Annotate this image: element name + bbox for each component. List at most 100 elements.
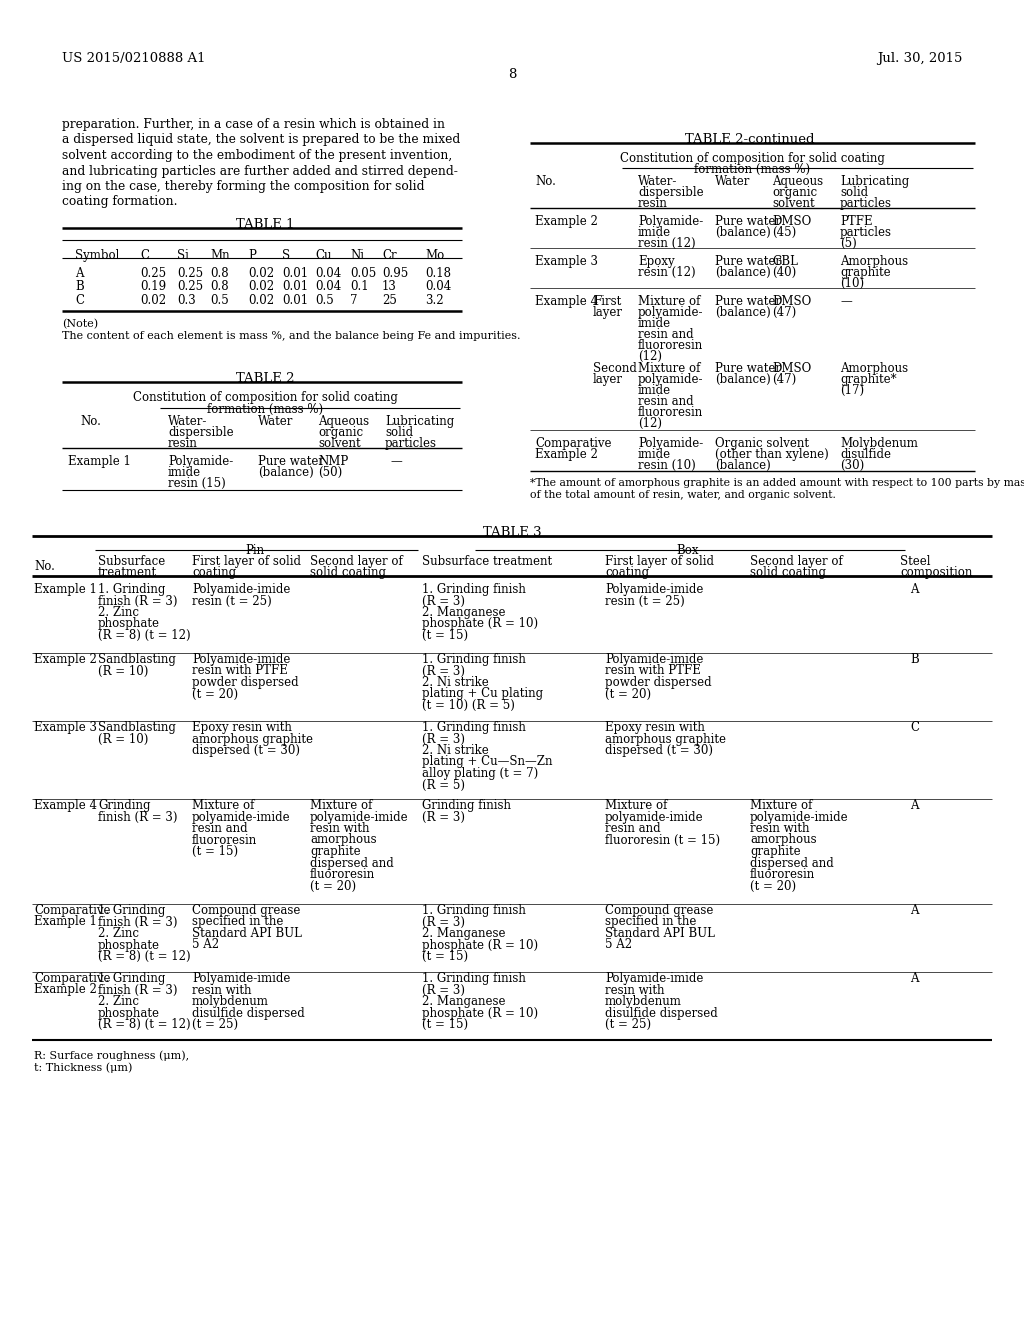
Text: Constitution of composition for solid coating: Constitution of composition for solid co… xyxy=(132,391,397,404)
Text: resin with: resin with xyxy=(605,983,665,997)
Text: A: A xyxy=(910,972,919,985)
Text: resin with: resin with xyxy=(193,983,252,997)
Text: finish (R = 3): finish (R = 3) xyxy=(98,983,177,997)
Text: Example 3: Example 3 xyxy=(535,255,598,268)
Text: 0.5: 0.5 xyxy=(315,294,334,308)
Text: GBL: GBL xyxy=(772,255,798,268)
Text: C: C xyxy=(75,294,84,308)
Text: dispersible: dispersible xyxy=(168,426,233,440)
Text: (12): (12) xyxy=(638,417,662,430)
Text: plating + Cu plating: plating + Cu plating xyxy=(422,688,543,701)
Text: Lubricating: Lubricating xyxy=(840,176,909,187)
Text: 0.02: 0.02 xyxy=(140,294,166,308)
Text: Cr: Cr xyxy=(382,249,396,261)
Text: US 2015/0210888 A1: US 2015/0210888 A1 xyxy=(62,51,206,65)
Text: (balance): (balance) xyxy=(715,226,771,239)
Text: finish (R = 3): finish (R = 3) xyxy=(98,916,177,928)
Text: 8: 8 xyxy=(508,69,516,81)
Text: (Note): (Note) xyxy=(62,319,98,329)
Text: fluororesin: fluororesin xyxy=(638,407,703,418)
Text: Comparative: Comparative xyxy=(535,437,611,450)
Text: (t = 20): (t = 20) xyxy=(750,879,796,892)
Text: powder dispersed: powder dispersed xyxy=(193,676,299,689)
Text: First layer of solid: First layer of solid xyxy=(605,554,714,568)
Text: (balance): (balance) xyxy=(715,374,771,385)
Text: particles: particles xyxy=(385,437,437,450)
Text: imide: imide xyxy=(168,466,201,479)
Text: Symbol: Symbol xyxy=(75,249,120,261)
Text: ing on the case, thereby forming the composition for solid: ing on the case, thereby forming the com… xyxy=(62,180,425,193)
Text: 0.95: 0.95 xyxy=(382,267,409,280)
Text: Second: Second xyxy=(593,362,637,375)
Text: (R = 8) (t = 12): (R = 8) (t = 12) xyxy=(98,1018,190,1031)
Text: A: A xyxy=(910,583,919,597)
Text: treatment: treatment xyxy=(98,566,157,579)
Text: formation (mass %): formation (mass %) xyxy=(694,162,810,176)
Text: resin with PTFE: resin with PTFE xyxy=(605,664,700,677)
Text: (40): (40) xyxy=(772,267,797,279)
Text: 25: 25 xyxy=(382,294,397,308)
Text: 0.25: 0.25 xyxy=(140,267,166,280)
Text: of the total amount of resin, water, and organic solvent.: of the total amount of resin, water, and… xyxy=(530,490,836,500)
Text: R: Surface roughness (μm),: R: Surface roughness (μm), xyxy=(34,1049,189,1060)
Text: graphite: graphite xyxy=(750,845,801,858)
Text: resin with: resin with xyxy=(310,822,370,836)
Text: 0.04: 0.04 xyxy=(315,281,341,293)
Text: Mo: Mo xyxy=(425,249,444,261)
Text: disulfide dispersed: disulfide dispersed xyxy=(193,1006,305,1019)
Text: alloy plating (t = 7): alloy plating (t = 7) xyxy=(422,767,539,780)
Text: polyamide-: polyamide- xyxy=(638,374,703,385)
Text: (t = 20): (t = 20) xyxy=(310,879,356,892)
Text: 0.02: 0.02 xyxy=(248,267,274,280)
Text: (10): (10) xyxy=(840,277,864,290)
Text: graphite: graphite xyxy=(840,267,891,279)
Text: solvent: solvent xyxy=(772,197,815,210)
Text: (t = 25): (t = 25) xyxy=(193,1018,239,1031)
Text: resin with: resin with xyxy=(750,822,810,836)
Text: fluororesin: fluororesin xyxy=(638,339,703,352)
Text: solid: solid xyxy=(840,186,868,199)
Text: 0.05: 0.05 xyxy=(350,267,376,280)
Text: NMP: NMP xyxy=(318,455,348,469)
Text: Aqueous: Aqueous xyxy=(318,414,369,428)
Text: (R = 8) (t = 12): (R = 8) (t = 12) xyxy=(98,630,190,642)
Text: specified in the: specified in the xyxy=(605,916,696,928)
Text: layer: layer xyxy=(593,306,623,319)
Text: amorphous: amorphous xyxy=(750,833,816,846)
Text: Polyamide-: Polyamide- xyxy=(638,215,703,228)
Text: Mixture of: Mixture of xyxy=(310,799,373,812)
Text: dispersed and: dispersed and xyxy=(750,857,834,870)
Text: resin (t = 25): resin (t = 25) xyxy=(193,594,271,607)
Text: 2. Ni strike: 2. Ni strike xyxy=(422,676,488,689)
Text: fluororesin: fluororesin xyxy=(750,869,815,880)
Text: Water: Water xyxy=(258,414,293,428)
Text: finish (R = 3): finish (R = 3) xyxy=(98,810,177,824)
Text: resin and: resin and xyxy=(193,822,248,836)
Text: —: — xyxy=(390,455,401,469)
Text: 0.01: 0.01 xyxy=(282,267,308,280)
Text: coating: coating xyxy=(193,566,237,579)
Text: (t = 25): (t = 25) xyxy=(605,1018,651,1031)
Text: Polyamide-imide: Polyamide-imide xyxy=(605,653,703,667)
Text: disulfide: disulfide xyxy=(840,447,891,461)
Text: 2. Zinc: 2. Zinc xyxy=(98,927,139,940)
Text: dispersed and: dispersed and xyxy=(310,857,394,870)
Text: layer: layer xyxy=(593,374,623,385)
Text: (t = 15): (t = 15) xyxy=(422,630,468,642)
Text: Second layer of: Second layer of xyxy=(750,554,843,568)
Text: (45): (45) xyxy=(772,226,797,239)
Text: 2. Manganese: 2. Manganese xyxy=(422,606,506,619)
Text: Polyamide-imide: Polyamide-imide xyxy=(193,972,291,985)
Text: imide: imide xyxy=(638,226,671,239)
Text: Sandblasting: Sandblasting xyxy=(98,721,176,734)
Text: 0.01: 0.01 xyxy=(282,294,308,308)
Text: fluororesin (t = 15): fluororesin (t = 15) xyxy=(605,833,720,846)
Text: (47): (47) xyxy=(772,374,797,385)
Text: 2. Manganese: 2. Manganese xyxy=(422,927,506,940)
Text: *The amount of amorphous graphite is an added amount with respect to 100 parts b: *The amount of amorphous graphite is an … xyxy=(530,478,1024,488)
Text: imide: imide xyxy=(638,447,671,461)
Text: —: — xyxy=(840,294,852,308)
Text: (R = 10): (R = 10) xyxy=(98,664,148,677)
Text: molybdenum: molybdenum xyxy=(605,995,682,1008)
Text: plating + Cu—Sn—Zn: plating + Cu—Sn—Zn xyxy=(422,755,553,768)
